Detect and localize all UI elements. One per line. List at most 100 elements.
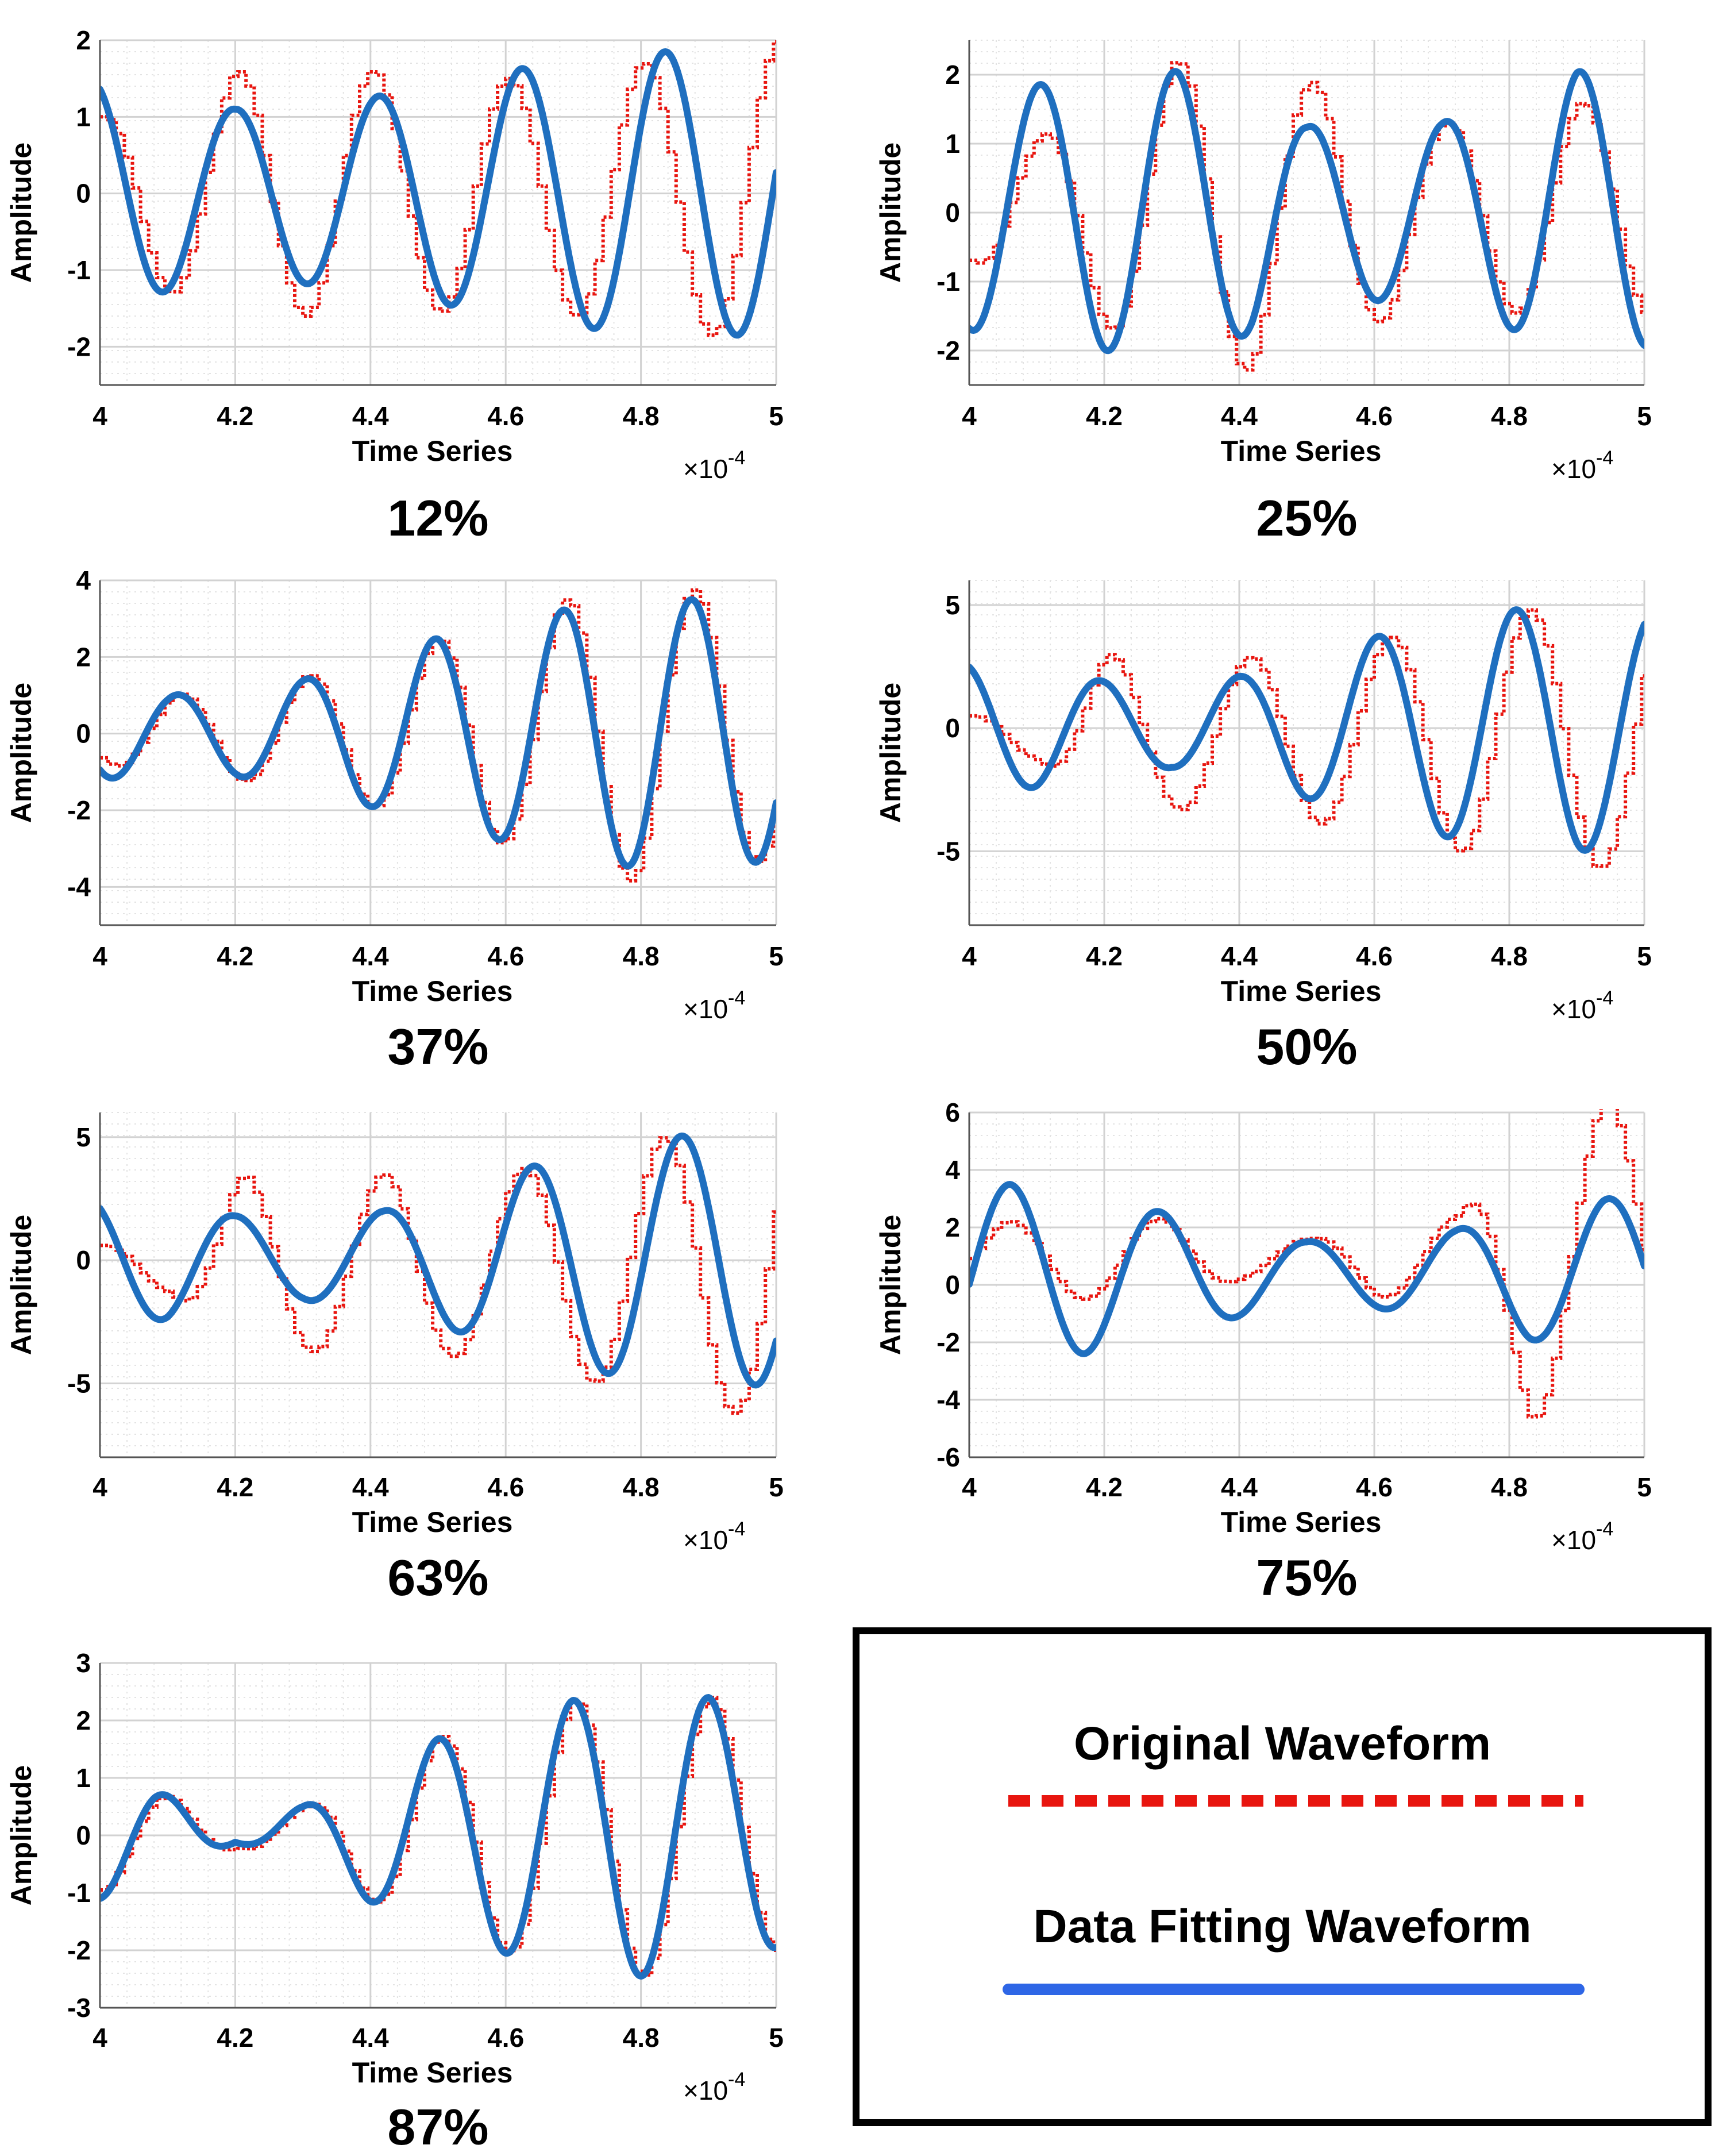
x-tick-label: 4 — [962, 401, 977, 431]
x-tick-label: 5 — [769, 941, 784, 971]
chart-panel-75pct: 4 4.2 4.4 4.6 4.8 5 6 4 2 0 -2 -4 -6 Time Series Ampli… — [874, 1098, 1652, 1606]
legend-label-fit: Data Fitting Waveform — [1033, 1900, 1531, 1953]
x-axis-label: Time Series — [352, 2057, 513, 2089]
x-tick-label: 4.6 — [1356, 401, 1393, 431]
series-original-waveform — [969, 608, 1644, 868]
x-axis-label: Time Series — [1221, 975, 1382, 1007]
chart-panel-25pct: 4 4.2 4.4 4.6 4.8 5 2 1 0 -1 -2 Time Series Amplitud… — [874, 40, 1652, 546]
y-tick-label: 2 — [945, 1212, 960, 1242]
x-tick-label: 4.4 — [1221, 941, 1258, 971]
x-tick-label: 4.6 — [1356, 1472, 1393, 1502]
x-tick-label: 5 — [769, 401, 784, 431]
y-tick-label: -2 — [936, 1327, 960, 1357]
y-tick-label: 3 — [76, 1648, 91, 1678]
y-tick-label: 5 — [945, 590, 960, 620]
x-tick-label: 4.8 — [1491, 1472, 1528, 1502]
y-tick-label: 0 — [76, 1820, 91, 1850]
x-tick-label: 4.6 — [487, 401, 524, 431]
y-axis-label: Amplitude — [874, 143, 907, 283]
x-tick-label: 4.8 — [623, 941, 660, 971]
x-tick-label: 4.2 — [217, 1472, 253, 1502]
y-tick-label: 1 — [945, 129, 960, 159]
x-tick-label: 4.2 — [1086, 941, 1123, 971]
x-tick-label: 4.4 — [1221, 401, 1258, 431]
x-tick-label: 4.8 — [1491, 401, 1528, 431]
series-data-fitting-waveform — [969, 1181, 1644, 1357]
y-tick-label: -6 — [936, 1442, 960, 1472]
y-tick-label: 2 — [76, 25, 91, 55]
y-tick-label: -3 — [67, 1993, 91, 2023]
y-tick-label: 0 — [945, 198, 960, 228]
x-tick-label: 5 — [769, 2023, 784, 2053]
y-tick-label: 2 — [76, 1705, 91, 1735]
y-tick-label: 6 — [945, 1098, 960, 1127]
x-exponent-power: -4 — [728, 2069, 745, 2090]
legend-box: Original Waveform Data Fitting Waveform — [853, 1627, 1712, 2126]
y-axis-label: Amplitude — [5, 1215, 37, 1355]
x-tick-label: 4.4 — [352, 941, 389, 971]
y-tick-label: -5 — [67, 1368, 91, 1398]
x-exponent-power: -4 — [1596, 447, 1613, 469]
x-tick-label: 4.8 — [623, 2023, 660, 2053]
y-tick-label: 1 — [76, 102, 91, 132]
x-tick-label: 4.2 — [1086, 1472, 1123, 1502]
y-tick-label: 0 — [76, 1245, 91, 1275]
series-data-fitting-waveform — [100, 1694, 776, 1980]
x-exponent-label: ×10-4 — [683, 987, 745, 1024]
x-axis-label: Time Series — [352, 1506, 513, 1538]
x-tick-label: 4.2 — [217, 401, 253, 431]
x-tick-label: 5 — [1637, 1472, 1652, 1502]
x-axis-label: Time Series — [1221, 435, 1382, 467]
x-exponent-power: -4 — [728, 447, 745, 469]
x-tick-label: 4 — [92, 401, 107, 431]
x-tick-label: 4.8 — [623, 1472, 660, 1502]
x-exponent-power: -4 — [1596, 1518, 1613, 1540]
y-tick-label: -1 — [67, 1878, 91, 1908]
plot-area — [969, 580, 1644, 925]
x-tick-label: 4.4 — [352, 401, 389, 431]
x-exponent-power: -4 — [1596, 987, 1613, 1009]
chart-panels: 4 4.2 4.4 4.6 4.8 5 2 1 0 -1 -2 Time Series Amplitud… — [5, 25, 1652, 2155]
x-tick-label: 4.4 — [352, 1472, 389, 1502]
x-tick-label: 5 — [769, 1472, 784, 1502]
x-tick-label: 4 — [92, 2023, 107, 2053]
x-tick-label: 4.8 — [1491, 941, 1528, 971]
x-tick-label: 4 — [92, 1472, 107, 1502]
y-tick-label: -2 — [67, 332, 91, 361]
y-tick-label: 1 — [76, 1763, 91, 1793]
x-exponent-label: ×10-4 — [1551, 447, 1613, 484]
legend-label-original: Original Waveform — [1074, 1718, 1491, 1770]
panel-title: 75% — [1256, 1549, 1357, 1606]
x-exponent-power: -4 — [728, 987, 745, 1009]
x-tick-label: 4.2 — [217, 941, 253, 971]
x-exponent-label: ×10-4 — [683, 447, 745, 484]
x-exponent-label: ×10-4 — [683, 1518, 745, 1555]
x-tick-label: 5 — [1637, 401, 1652, 431]
y-tick-label: -1 — [67, 255, 91, 285]
y-tick-label: 0 — [945, 1270, 960, 1300]
y-tick-label: 2 — [76, 642, 91, 672]
y-tick-label: 0 — [76, 719, 91, 749]
x-tick-label: 4 — [962, 941, 977, 971]
x-tick-label: 4 — [962, 1472, 977, 1502]
series-data-fitting-waveform — [100, 596, 776, 870]
y-tick-label: -5 — [936, 836, 960, 866]
series-data-fitting-waveform — [969, 68, 1644, 355]
series-data-fitting-waveform — [100, 48, 776, 339]
x-axis-label: Time Series — [1221, 1506, 1382, 1538]
x-axis-label: Time Series — [352, 435, 513, 467]
y-tick-label: -2 — [67, 1935, 91, 1965]
legend-frame — [853, 1627, 1712, 2126]
series-original-waveform — [969, 1109, 1644, 1419]
y-axis-label: Amplitude — [5, 683, 37, 823]
y-tick-label: -4 — [67, 872, 91, 902]
x-tick-label: 4.6 — [1356, 941, 1393, 971]
x-tick-label: 4.6 — [487, 941, 524, 971]
y-tick-label: 0 — [945, 713, 960, 743]
chart-panel-63pct: 4 4.2 4.4 4.6 4.8 5 5 0 -5 Time Series Amplitude ×1… — [5, 1112, 784, 1606]
x-exponent-label: ×10-4 — [1551, 1518, 1613, 1555]
x-tick-label: 4.8 — [623, 401, 660, 431]
x-tick-label: 4.4 — [352, 2023, 389, 2053]
y-tick-label: 4 — [945, 1155, 960, 1185]
